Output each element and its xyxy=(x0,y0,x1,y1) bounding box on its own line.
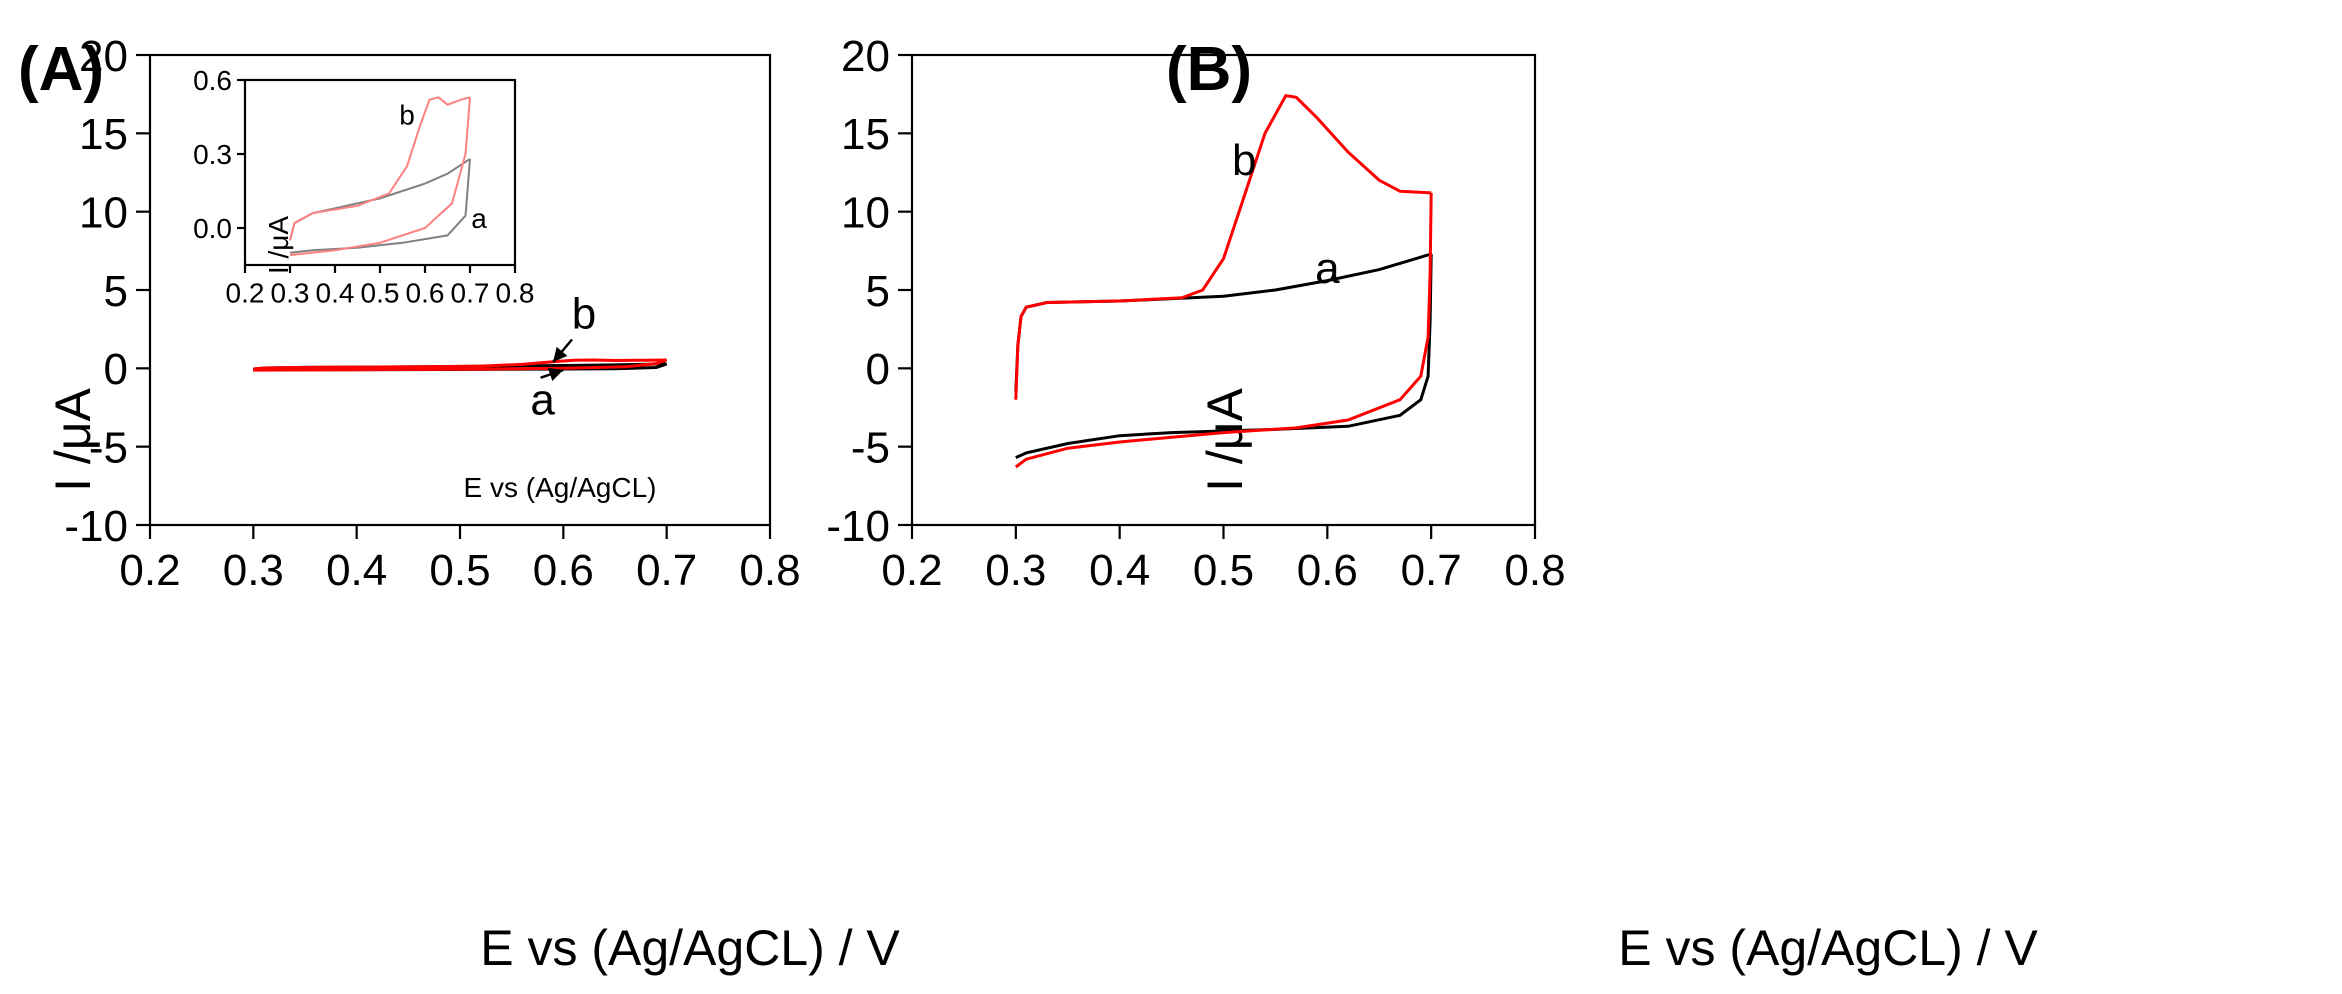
x-tick-label: 0.4 xyxy=(316,277,355,308)
x-tick-label: 0.7 xyxy=(451,277,490,308)
inset-annotations: ba xyxy=(399,100,487,235)
y-tick-label: -10 xyxy=(64,502,128,551)
x-tick-label: 0.3 xyxy=(985,546,1046,595)
x-tick-label: 0.6 xyxy=(406,277,445,308)
y-tick-label: 0.0 xyxy=(193,213,232,244)
series-a-reverse-scan xyxy=(1015,253,1433,459)
x-tick-label: 0.6 xyxy=(1297,546,1358,595)
x-tick-label: 0.8 xyxy=(1504,546,1565,595)
b-plot-frame xyxy=(910,53,1537,527)
panel-a-arrowhead-b xyxy=(553,346,568,363)
panel-a-y-axis-title: I /μA xyxy=(45,387,101,491)
y-tick-label: 0 xyxy=(104,345,128,394)
panel-a-curve-label-b: b xyxy=(572,290,596,339)
panel-a-annotations: ba xyxy=(530,290,596,425)
y-tick-label: 15 xyxy=(841,110,890,159)
series-b-forward-scan xyxy=(289,96,471,241)
panel-a-x-axis-title: E vs (Ag/AgCL) / V xyxy=(480,920,900,976)
x-tick-label: 0.4 xyxy=(326,546,387,595)
x-tick-label: 0.2 xyxy=(226,277,265,308)
panel-b-curves xyxy=(1014,94,1433,469)
y-tick-label: -5 xyxy=(89,424,128,473)
panel-b-annotations: ba xyxy=(1232,136,1340,293)
x-tick-label: 0.6 xyxy=(533,546,594,595)
y-tick-label: 5 xyxy=(866,267,890,316)
series-b-reverse-scan xyxy=(1014,192,1433,469)
panel-a-label: (A) xyxy=(18,35,104,104)
series-a-forward-scan xyxy=(289,158,471,241)
x-tick-label: 0.3 xyxy=(271,277,310,308)
panel-a-curve-label-a: a xyxy=(530,376,555,425)
panel-a-inset: 0.00.30.6 0.2 0.3 0.4 0.5 0.6 0.7 0.8 I /μA E … xyxy=(193,65,656,503)
x-tick-label: 0.7 xyxy=(636,546,697,595)
series-b-forward-scan xyxy=(253,358,667,371)
inset-y-ticks: 0.0 0.3 0.6 xyxy=(193,65,245,244)
inset-curves xyxy=(289,96,471,257)
inset-curve-label-b: b xyxy=(399,100,415,131)
series-b-reverse-scan xyxy=(253,358,668,372)
x-tick-label: 0.3 xyxy=(223,546,284,595)
panel-b-label: (B) xyxy=(1166,35,1252,104)
y-tick-label: 0.6 xyxy=(193,65,232,96)
panel-b-y-ticks: -10 -5 0 5 10 15 20 xyxy=(826,32,912,551)
panel-a-arrowhead-a xyxy=(547,367,564,382)
y-tick-label: 5 xyxy=(104,267,128,316)
y-tick-label: 10 xyxy=(79,189,128,238)
x-tick-label: 0.7 xyxy=(1401,546,1462,595)
x-tick-label: 0.4 xyxy=(1089,546,1150,595)
y-tick-label: 10 xyxy=(841,189,890,238)
panel-a-y-ticks: -10 -5 0 5 10 15 20 xyxy=(64,32,150,551)
y-tick-label: -10 xyxy=(826,502,890,551)
panel-a-x-ticks: 0.2 0.3 0.4 0.5 0.6 0.7 0.8 xyxy=(119,525,801,595)
inset-plot-frame xyxy=(243,78,517,267)
x-tick-label: 0.5 xyxy=(361,277,400,308)
y-tick-label: 20 xyxy=(841,32,890,81)
series-b-forward-scan xyxy=(1014,94,1432,400)
x-tick-label: 0.2 xyxy=(119,546,180,595)
y-tick-label: 15 xyxy=(79,110,128,159)
x-tick-label: 0.5 xyxy=(1193,546,1254,595)
panel-b-x-axis-title: E vs (Ag/AgCL) / V xyxy=(1618,920,2038,976)
inset-curve-label-a: a xyxy=(471,203,487,234)
x-tick-label: 0.5 xyxy=(429,546,490,595)
x-tick-label: 0.8 xyxy=(739,546,800,595)
x-tick-label: 0.8 xyxy=(496,277,535,308)
panel-b-x-ticks: 0.2 0.3 0.4 0.5 0.6 0.7 0.8 xyxy=(881,525,1566,595)
inset-x-axis-title: E vs (Ag/AgCL) xyxy=(464,472,657,503)
panel-b-curve-label-b: b xyxy=(1232,136,1256,185)
y-tick-label: 20 xyxy=(79,32,128,81)
series-b-reverse-scan xyxy=(289,97,471,257)
a-plot-frame xyxy=(148,53,772,527)
y-tick-label: -5 xyxy=(851,424,890,473)
inset-x-ticks: 0.2 0.3 0.4 0.5 0.6 0.7 0.8 xyxy=(226,265,535,308)
y-tick-label: 0 xyxy=(866,345,890,394)
panel-a-curves xyxy=(253,358,668,372)
y-tick-label: 0.3 xyxy=(193,139,232,170)
panel-b-y-axis-title: I /μA xyxy=(1197,387,1253,491)
x-tick-label: 0.2 xyxy=(881,546,942,595)
series-a-forward-scan xyxy=(1014,252,1432,392)
series-a-reverse-scan xyxy=(289,158,471,254)
panel-b-curve-label-a: a xyxy=(1315,244,1340,293)
